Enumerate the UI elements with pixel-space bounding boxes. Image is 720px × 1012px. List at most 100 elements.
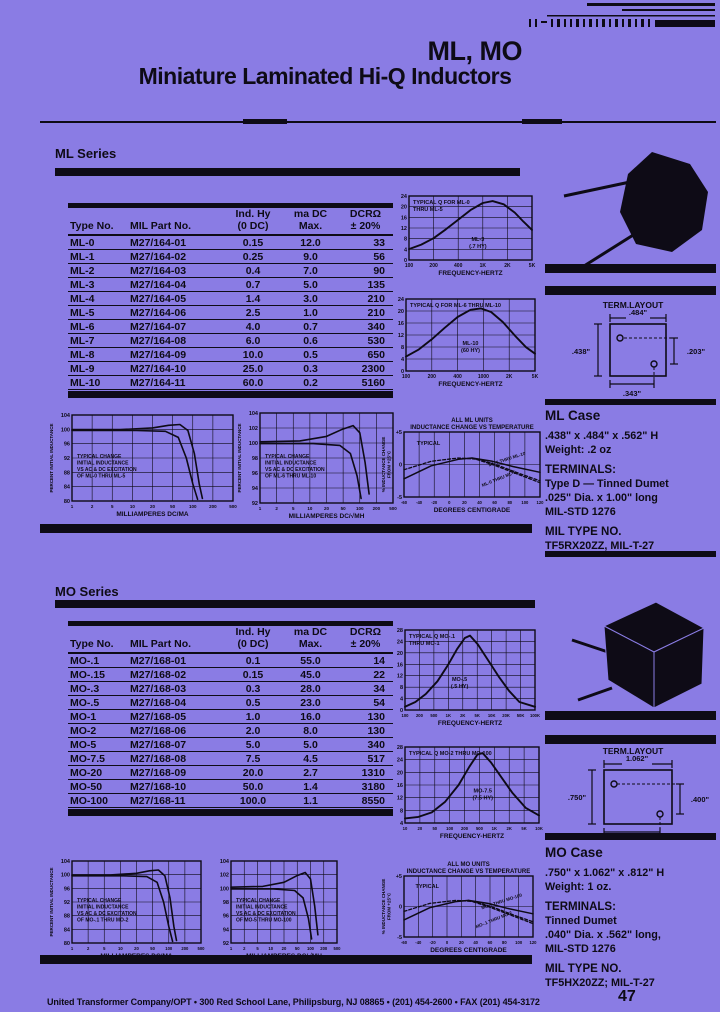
ml-inductor-photo xyxy=(563,152,708,268)
svg-text:92: 92 xyxy=(223,941,229,947)
table-cell: 56 xyxy=(338,249,393,264)
table-row: MO-.3 M27/168-03 0.3 28.0 34 xyxy=(68,681,393,696)
svg-text:12: 12 xyxy=(397,674,403,680)
svg-text:20: 20 xyxy=(397,770,403,776)
table-cell: MO-20 xyxy=(68,765,128,780)
dim-left: .438" xyxy=(572,347,591,356)
mo-case-dimensions: .750" x 1.062" x .812" H xyxy=(545,867,665,879)
svg-text:2K: 2K xyxy=(506,374,513,380)
case-line: .040" Dia. x .562" long, xyxy=(545,929,661,941)
table-cell: 1310 xyxy=(338,765,393,780)
svg-text:96: 96 xyxy=(223,914,229,920)
svg-text:50: 50 xyxy=(170,504,176,509)
table-cell: 530 xyxy=(338,333,393,348)
svg-text:100: 100 xyxy=(446,826,454,831)
svg-text:2: 2 xyxy=(87,946,90,951)
svg-text:500: 500 xyxy=(229,504,237,509)
dim-bottom: .343" xyxy=(623,389,642,398)
svg-text:102: 102 xyxy=(220,873,229,879)
svg-text:50: 50 xyxy=(432,826,437,831)
svg-text:92: 92 xyxy=(64,900,70,906)
table-cell: 12.0 xyxy=(283,235,338,250)
table-cell: M27/168-05 xyxy=(128,709,223,724)
svg-text:80: 80 xyxy=(64,941,70,947)
svg-text:40: 40 xyxy=(473,940,478,945)
svg-text:4: 4 xyxy=(400,821,404,827)
table-cell: 60.0 xyxy=(223,375,283,390)
svg-text:+5: +5 xyxy=(396,874,402,880)
svg-text:FREQUENCY-HERTZ: FREQUENCY-HERTZ xyxy=(438,381,502,388)
table-cell: 0.5 xyxy=(283,347,338,362)
svg-text:102: 102 xyxy=(249,426,258,432)
table-cell: ML-8 xyxy=(68,347,128,362)
svg-text:10: 10 xyxy=(118,946,123,951)
scan-artifact-marks xyxy=(529,3,715,27)
case-line: Tinned Dumet xyxy=(545,915,617,927)
table-row: ML-0 M27/164-01 0.15 12.0 33 xyxy=(68,235,393,250)
svg-text:1K: 1K xyxy=(446,713,451,718)
terminal-hole xyxy=(650,360,658,368)
table-cell: 1.0 xyxy=(283,305,338,320)
ml-terminals-spec: Type D — Tinned Dumet .025" Dia. x 1.00" … xyxy=(545,477,718,519)
case-line: MIL-STD 1276 xyxy=(545,506,616,518)
svg-text:16: 16 xyxy=(398,321,404,327)
table-cell: 45.0 xyxy=(283,667,338,682)
table-row: MO-50 M27/168-10 50.0 1.4 3180 xyxy=(68,779,393,794)
table-cell: 0.3 xyxy=(223,681,283,696)
table-row: MO-7.5 M27/168-08 7.5 4.5 517 xyxy=(68,751,393,766)
svg-text:MO-.1 THRU MO-2: MO-.1 THRU MO-2 xyxy=(475,910,513,929)
table-cell: 340 xyxy=(338,737,393,752)
svg-text:20: 20 xyxy=(150,504,156,509)
ml-case-info: ML Case .438" x .484" x .562" H Weight: … xyxy=(545,408,718,553)
table-cell: ML-7 xyxy=(68,333,128,348)
table-top-rule xyxy=(68,621,393,626)
svg-text:400: 400 xyxy=(453,374,462,380)
svg-text:-5: -5 xyxy=(397,495,402,501)
table-row: MO-.15 M27/168-02 0.15 45.0 22 xyxy=(68,667,393,682)
svg-text:96: 96 xyxy=(64,442,70,448)
svg-text:50K: 50K xyxy=(517,713,525,718)
table-cell: 1.4 xyxy=(283,779,338,794)
table-cell: MO-5 xyxy=(68,737,128,752)
svg-text:100: 100 xyxy=(220,886,229,892)
svg-text:80: 80 xyxy=(64,499,70,505)
svg-text:92: 92 xyxy=(64,456,70,462)
svg-text:24: 24 xyxy=(398,297,405,303)
mo-terminal-layout-diagram: TERM.LAYOUT 1.062" .750" .400" .600" xyxy=(568,746,710,840)
svg-text:MILLIAMPERES DC/√MH: MILLIAMPERES DC/√MH xyxy=(289,512,365,520)
svg-text:TYPICAL Q MO-2 THRU MO-100: TYPICAL Q MO-2 THRU MO-100 xyxy=(409,751,492,757)
svg-text:ALL MO UNITS: ALL MO UNITS xyxy=(447,862,490,868)
svg-text:INITIAL INDUCTANCE: INITIAL INDUCTANCE xyxy=(265,461,317,467)
svg-text:1: 1 xyxy=(259,506,262,511)
case-line: MIL-STD 1276 xyxy=(545,943,616,955)
svg-text:84: 84 xyxy=(64,485,71,491)
svg-text:-5: -5 xyxy=(397,935,402,941)
table-cell: M27/164-05 xyxy=(128,291,223,306)
svg-text:92: 92 xyxy=(252,501,258,507)
svg-text:20: 20 xyxy=(134,946,139,951)
ml-series-rule xyxy=(55,168,520,176)
svg-text:(.5 HY): (.5 HY) xyxy=(451,684,469,690)
table-cell: MO-50 xyxy=(68,779,128,794)
svg-text:MO-.5: MO-.5 xyxy=(452,677,467,683)
table-cell: 0.3 xyxy=(283,361,338,376)
svg-text:200: 200 xyxy=(320,946,328,951)
svg-text:-40: -40 xyxy=(415,940,422,945)
svg-text:200: 200 xyxy=(429,263,438,269)
svg-text:10K: 10K xyxy=(488,713,496,718)
table-cell: M27/168-11 xyxy=(128,793,223,808)
table-cell: 25.0 xyxy=(223,361,283,376)
svg-text:200: 200 xyxy=(416,713,424,718)
svg-text:84: 84 xyxy=(64,927,71,933)
svg-text:100: 100 xyxy=(356,506,364,511)
svg-text:50: 50 xyxy=(150,946,155,951)
svg-text:PERCENT INITIAL INDUCTANCE: PERCENT INITIAL INDUCTANCE xyxy=(237,423,242,492)
svg-text:24: 24 xyxy=(397,758,404,764)
column-header: MIL Part No. xyxy=(128,626,223,654)
table-cell: 23.0 xyxy=(283,695,338,710)
table-row: ML-7 M27/164-08 6.0 0.6 530 xyxy=(68,333,393,348)
header-divider xyxy=(40,121,716,123)
svg-text:5: 5 xyxy=(256,946,259,951)
svg-text:VS AC & DC EXCITATION: VS AC & DC EXCITATION xyxy=(77,911,137,917)
svg-text:1K: 1K xyxy=(492,826,497,831)
